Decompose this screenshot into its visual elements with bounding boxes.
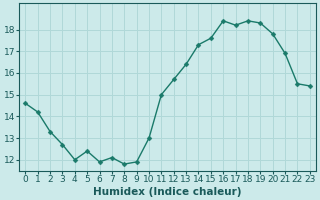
X-axis label: Humidex (Indice chaleur): Humidex (Indice chaleur) xyxy=(93,187,242,197)
